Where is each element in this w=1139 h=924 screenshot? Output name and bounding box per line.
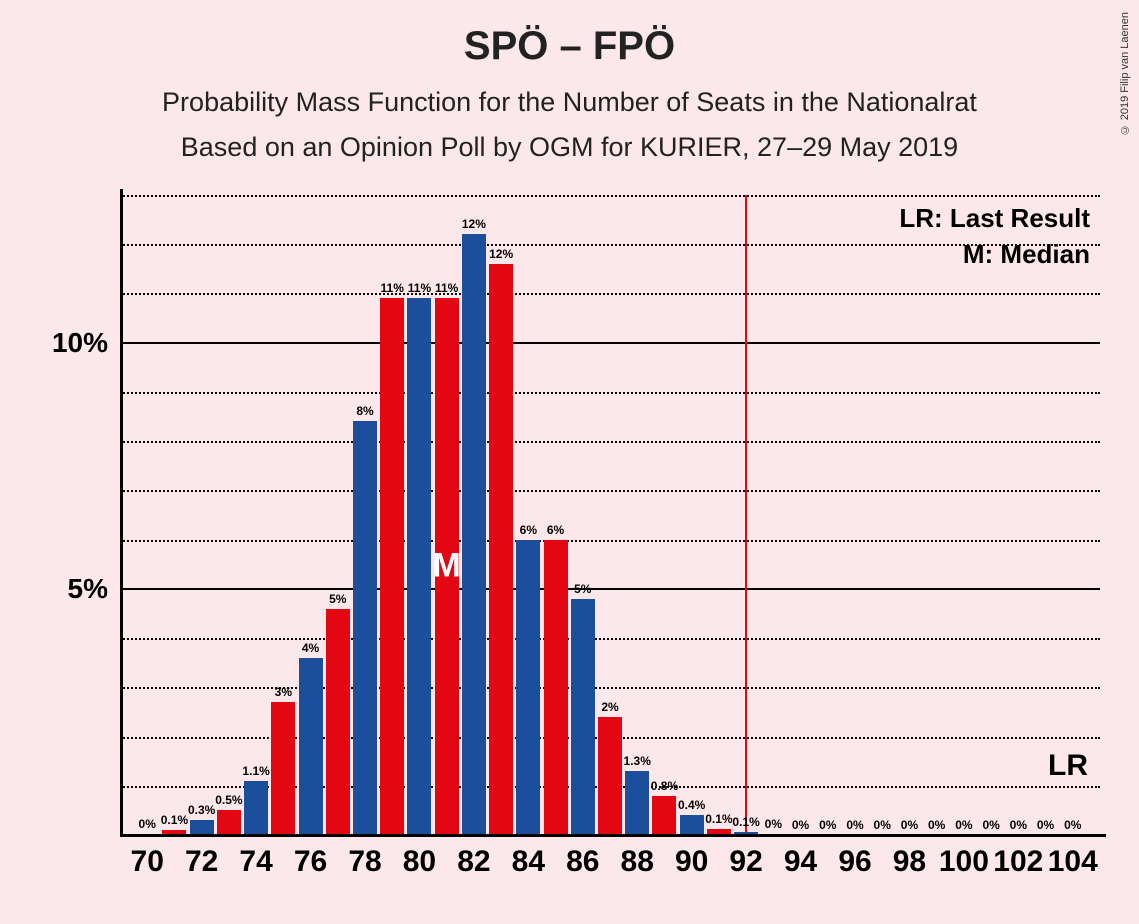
x-tick-label: 88 <box>621 845 654 879</box>
bar-value-label: 0% <box>846 818 863 832</box>
bar-value-label: 6% <box>520 523 537 537</box>
bar <box>244 781 268 835</box>
y-axis <box>120 189 123 835</box>
bar-value-label: 2% <box>601 700 618 714</box>
bar-value-label: 1.3% <box>624 754 651 768</box>
bar <box>190 820 214 835</box>
bar <box>516 540 540 835</box>
bar-value-label: 0.5% <box>215 793 242 807</box>
bar-value-label: 5% <box>329 592 346 606</box>
bar <box>299 658 323 835</box>
chart-subtitle-2: Based on an Opinion Poll by OGM for KURI… <box>0 132 1139 163</box>
bar-value-label: 0% <box>819 818 836 832</box>
legend-median: M: Median <box>963 239 1090 270</box>
chart-subtitle-1: Probability Mass Function for the Number… <box>0 87 1139 118</box>
gridline-minor <box>120 195 1100 197</box>
bar <box>625 771 649 835</box>
bar-value-label: 1.1% <box>242 764 269 778</box>
bar-value-label: 5% <box>574 582 591 596</box>
gridline-minor <box>120 441 1100 443</box>
x-tick-label: 90 <box>675 845 708 879</box>
x-tick-label: 72 <box>185 845 218 879</box>
gridline-major <box>120 588 1100 590</box>
bar-value-label: 0.4% <box>678 798 705 812</box>
bar-value-label: 0.8% <box>651 779 678 793</box>
gridline-minor <box>120 244 1100 246</box>
median-marker: M <box>432 547 460 586</box>
last-result-label: LR <box>1048 749 1088 783</box>
bar <box>680 815 704 835</box>
bar-value-label: 0.1% <box>705 812 732 826</box>
bar-value-label: 0.1% <box>732 815 759 829</box>
chart-title: SPÖ – FPÖ <box>0 0 1139 69</box>
gridline-minor <box>120 638 1100 640</box>
bar-value-label: 8% <box>356 404 373 418</box>
legend-last-result: LR: Last Result <box>899 203 1090 234</box>
bar-value-label: 3% <box>275 685 292 699</box>
y-tick-label: 10% <box>52 327 108 359</box>
bar <box>271 702 295 835</box>
x-axis <box>120 834 1106 837</box>
x-tick-label: 78 <box>348 845 381 879</box>
x-tick-label: 104 <box>1048 845 1098 879</box>
bar <box>598 717 622 835</box>
bar-value-label: 4% <box>302 641 319 655</box>
bar-value-label: 0.3% <box>188 803 215 817</box>
bar <box>489 264 513 835</box>
bar-value-label: 0% <box>139 817 156 831</box>
bar <box>380 298 404 835</box>
bar <box>326 609 350 835</box>
bar-value-label: 0% <box>955 818 972 832</box>
x-tick-label: 98 <box>893 845 926 879</box>
x-tick-label: 92 <box>729 845 762 879</box>
bar <box>407 298 431 835</box>
x-tick-label: 86 <box>566 845 599 879</box>
bar-value-label: 11% <box>408 281 431 295</box>
x-tick-label: 74 <box>239 845 272 879</box>
last-result-line <box>745 195 747 835</box>
bar-value-label: 0% <box>1064 818 1081 832</box>
bar-value-label: 0% <box>874 818 891 832</box>
copyright-text: © 2019 Filip van Laenen <box>1119 12 1131 135</box>
bar <box>571 599 595 835</box>
bar <box>217 810 241 835</box>
bar-value-label: 0% <box>1037 818 1054 832</box>
bar-value-label: 11% <box>435 281 458 295</box>
bar <box>353 421 377 835</box>
bar-value-label: 12% <box>489 247 513 261</box>
x-tick-label: 94 <box>784 845 817 879</box>
bar-value-label: 0.1% <box>161 813 188 827</box>
gridline-minor <box>120 687 1100 689</box>
x-tick-label: 102 <box>993 845 1043 879</box>
gridline-minor <box>120 540 1100 542</box>
chart-plot-area: 5%10%0%0.1%0.3%0.5%1.1%3%4%5%8%11%11%11%… <box>120 195 1100 835</box>
bar-value-label: 6% <box>547 523 564 537</box>
bar <box>462 234 486 835</box>
gridline-major <box>120 342 1100 344</box>
bar-value-label: 0% <box>792 818 809 832</box>
x-tick-label: 84 <box>512 845 545 879</box>
bar <box>544 540 568 835</box>
bar-value-label: 12% <box>462 217 486 231</box>
y-tick-label: 5% <box>68 573 108 605</box>
x-tick-label: 100 <box>939 845 989 879</box>
bar-value-label: 0% <box>765 817 782 831</box>
x-tick-label: 82 <box>457 845 490 879</box>
bar-value-label: 0% <box>1010 818 1027 832</box>
bar-value-label: 0% <box>901 818 918 832</box>
bar-value-label: 0% <box>928 818 945 832</box>
bar-value-label: 11% <box>381 281 404 295</box>
x-tick-label: 70 <box>131 845 164 879</box>
gridline-minor <box>120 490 1100 492</box>
x-tick-label: 76 <box>294 845 327 879</box>
x-tick-label: 80 <box>403 845 436 879</box>
x-tick-label: 96 <box>838 845 871 879</box>
gridline-minor <box>120 392 1100 394</box>
gridline-minor <box>120 293 1100 295</box>
bar <box>652 796 676 835</box>
bar-value-label: 0% <box>982 818 999 832</box>
